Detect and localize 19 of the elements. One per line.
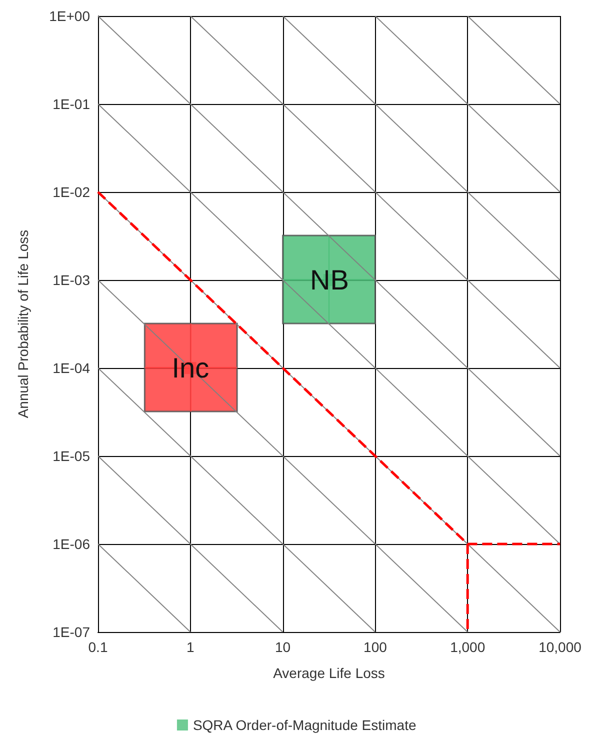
x-tick-label: 10: [275, 639, 291, 655]
y-tick-label: 1E-07: [52, 624, 90, 640]
x-tick-label: 1: [186, 639, 194, 655]
x-tick-label: 1,000: [450, 639, 486, 655]
x-tick-label: 10,000: [538, 639, 582, 655]
y-axis-title: Annual Probability of Life Loss: [15, 230, 31, 418]
legend-label: SQRA Order-of-Magnitude Estimate: [192, 717, 416, 733]
y-tick-label: 1E-01: [52, 96, 90, 112]
y-tick-label: 1E-04: [52, 360, 90, 376]
y-tick-label: 1E-06: [52, 536, 90, 552]
annotation: Inc: [172, 352, 210, 384]
y-tick-label: 1E-02: [52, 184, 90, 200]
x-tick-label: 100: [364, 639, 388, 655]
y-tick-label: 1E-05: [52, 448, 90, 464]
annotation: NB: [310, 264, 349, 296]
y-tick-label: 1E-03: [52, 272, 90, 288]
x-tick-label: 0.1: [88, 639, 108, 655]
y-tick-label: 1E+00: [49, 8, 90, 24]
x-axis-title: Average Life Loss: [273, 665, 385, 681]
